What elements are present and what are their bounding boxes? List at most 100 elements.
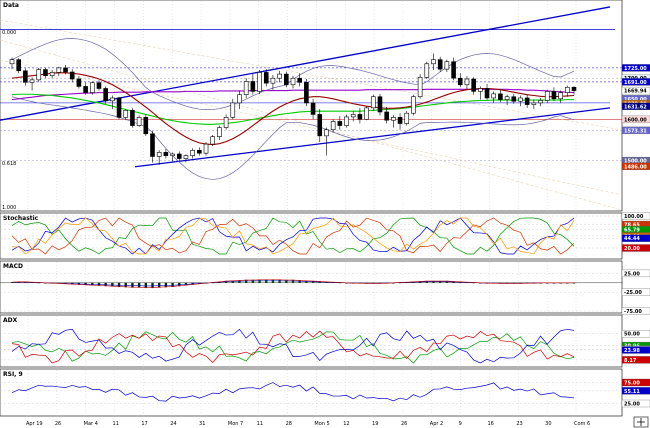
macd-panel-title: MACD xyxy=(3,263,23,270)
candle-body xyxy=(350,114,356,118)
osc-tag-label: -75.00 xyxy=(624,309,642,315)
macd-bar xyxy=(258,279,261,283)
candle-body xyxy=(197,149,202,154)
price-tag-label: 1650.00 xyxy=(624,97,647,103)
candle-body xyxy=(83,86,88,93)
candle-body xyxy=(29,79,35,83)
candle-body xyxy=(531,102,537,105)
macd-bar xyxy=(278,279,281,283)
x-axis: Apr 19 26 Mar 4 11 17 24 31 Mon 7 11 28 Mon 5 12 19 2… xyxy=(26,421,590,427)
price-panel-title: Data xyxy=(3,2,19,9)
x-tick-label: 26 xyxy=(55,421,61,427)
zoom-icon xyxy=(637,418,645,426)
rsi-panel-title: RSI, 9 xyxy=(3,371,23,378)
price-tag-bg xyxy=(621,126,650,135)
x-tick-label: Apr 19 xyxy=(26,421,43,427)
x-tick-label: Mon 5 xyxy=(314,421,329,427)
macd-bar xyxy=(117,282,121,287)
fib-fan-line xyxy=(0,19,623,131)
candle-body xyxy=(110,97,115,102)
candle-body xyxy=(478,88,483,92)
macd-bar xyxy=(539,282,542,284)
price-tag-bg xyxy=(621,78,650,86)
osc-tag-bg xyxy=(621,399,650,408)
x-tick-label: 28 xyxy=(286,421,292,427)
macd-bar xyxy=(271,279,275,283)
candle-body xyxy=(176,153,182,159)
candle-body xyxy=(437,59,443,70)
x-tick-label: 24 xyxy=(170,421,176,427)
candle-body xyxy=(504,96,510,100)
candle-body xyxy=(9,59,15,65)
candle-body xyxy=(391,117,396,121)
candle-body xyxy=(317,114,323,137)
fib-label: 0.000 xyxy=(2,30,16,36)
x-tick-label: 30 xyxy=(545,421,551,427)
osc-tag-label: 20.00 xyxy=(624,246,640,252)
candle-body xyxy=(404,112,410,124)
price-tag-bg xyxy=(621,115,650,124)
osc-tag-label: 8.17 xyxy=(624,358,637,364)
price-tag-bg xyxy=(621,102,650,111)
price-tag-label: 1500.00 xyxy=(624,159,647,165)
candle-body xyxy=(384,111,389,121)
price-layer: 0.000 0.618 1.000 xyxy=(0,6,615,211)
candle-body xyxy=(217,127,222,137)
osc-tag-bg xyxy=(621,346,650,354)
macd-bar xyxy=(178,282,181,287)
x-tick-label: 26 xyxy=(401,421,407,427)
sma-green-line xyxy=(11,93,574,125)
price-tag-bg xyxy=(621,86,650,95)
candle-body xyxy=(203,143,209,154)
candle-body xyxy=(237,94,242,104)
candle-body xyxy=(36,69,42,81)
x-tick-label: Com 6 xyxy=(574,421,590,427)
macd-bar xyxy=(97,282,101,286)
macd-bar xyxy=(157,282,161,288)
candle-body xyxy=(230,102,236,118)
price-tag-label: 1631.62 xyxy=(624,104,647,110)
candle-body xyxy=(397,117,403,124)
osc-tag-bg xyxy=(621,356,650,364)
candle-body xyxy=(23,70,28,83)
candle-body xyxy=(16,59,21,72)
candle-body xyxy=(69,71,75,80)
osc-tag-label: 75.00 xyxy=(624,381,640,387)
candle-body xyxy=(143,117,149,135)
candle-body xyxy=(324,129,329,137)
fib-label: 1.000 xyxy=(2,205,16,211)
candle-body xyxy=(411,96,416,114)
price-tags-layer: 1725.001700.001691.001669.941650.001638.… xyxy=(621,64,650,408)
osc-tag-label: 100.00 xyxy=(624,214,644,220)
x-tick-label: Mon 7 xyxy=(228,421,243,427)
adx-minus-di-line xyxy=(11,330,575,364)
osc-tag-label: 25.00 xyxy=(624,402,640,408)
candle-body xyxy=(498,93,503,100)
zoom-control[interactable] xyxy=(633,416,649,428)
stoch-k-line xyxy=(11,217,575,255)
candle-body xyxy=(424,63,430,78)
price-tag-label: 1725.00 xyxy=(624,66,647,72)
candle-body xyxy=(364,107,369,120)
candle-body xyxy=(123,110,129,118)
price-tag-bg xyxy=(621,64,650,72)
osc-tag-label: 50.00 xyxy=(624,332,640,338)
fib-label: 0.618 xyxy=(2,161,16,167)
osc-tag-label: 55.11 xyxy=(624,389,640,395)
macd-bar xyxy=(144,282,148,289)
candle-body xyxy=(304,82,309,104)
macd-bar xyxy=(291,279,295,283)
stochastic-panel-title: Stochastic xyxy=(3,215,39,222)
stoch-slow-line xyxy=(11,217,575,255)
candle-body xyxy=(210,136,216,145)
osc-tag-bg xyxy=(621,234,650,242)
candle-body xyxy=(337,121,343,126)
x-tick-label: 17 xyxy=(141,421,147,427)
candle-body xyxy=(518,97,523,102)
candle-body xyxy=(551,91,557,100)
x-tick-label: 31 xyxy=(199,421,205,427)
candle-body xyxy=(277,73,282,79)
osc-tag-bg xyxy=(621,330,650,338)
macd-bar xyxy=(44,282,47,284)
candle-body xyxy=(250,81,256,92)
